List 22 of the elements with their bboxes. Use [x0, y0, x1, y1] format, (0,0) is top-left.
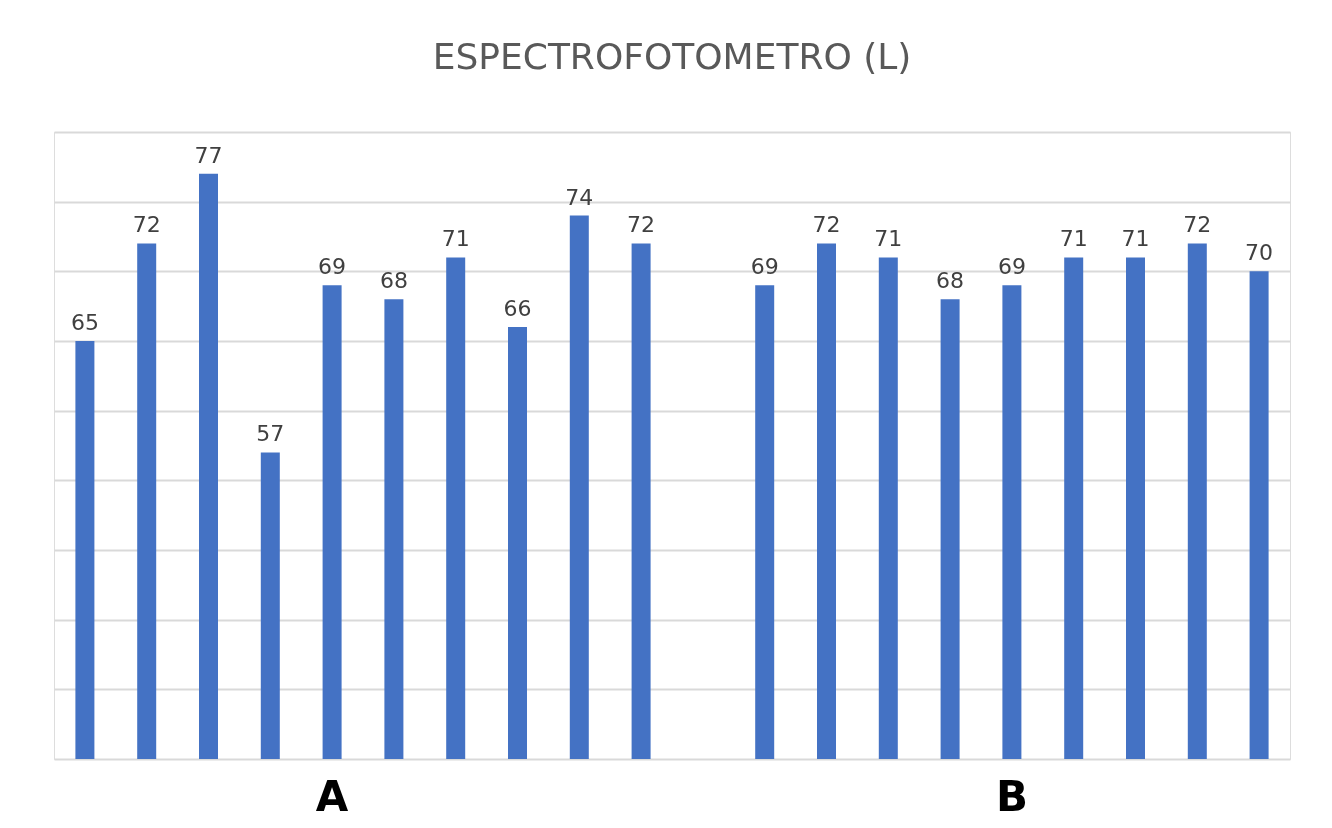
data-label: 72	[627, 212, 656, 238]
data-label: 72	[132, 212, 161, 238]
data-label: 65	[70, 310, 99, 335]
data-label: 70	[1245, 240, 1274, 266]
x-tick-label: A	[315, 771, 349, 821]
data-label: 72	[1183, 212, 1212, 238]
data-label: 68	[379, 268, 408, 294]
data-label: 69	[318, 254, 347, 280]
data-label: 68	[936, 268, 965, 294]
data-label: 71	[1121, 226, 1150, 252]
x-tick-label: B	[995, 771, 1028, 821]
data-label: 72	[812, 212, 841, 238]
data-label: 57	[256, 421, 285, 447]
data-label: 74	[565, 184, 594, 210]
data-label: 69	[750, 254, 779, 280]
data-label: 77	[194, 142, 223, 168]
data-label: 71	[441, 226, 470, 252]
chart-title: ESPECTROFOTOMETRO (L)	[432, 36, 912, 77]
data-label: 69	[997, 254, 1026, 280]
data-label: 66	[503, 296, 532, 322]
data-label: 71	[874, 226, 903, 252]
data-label: 71	[1059, 226, 1088, 252]
